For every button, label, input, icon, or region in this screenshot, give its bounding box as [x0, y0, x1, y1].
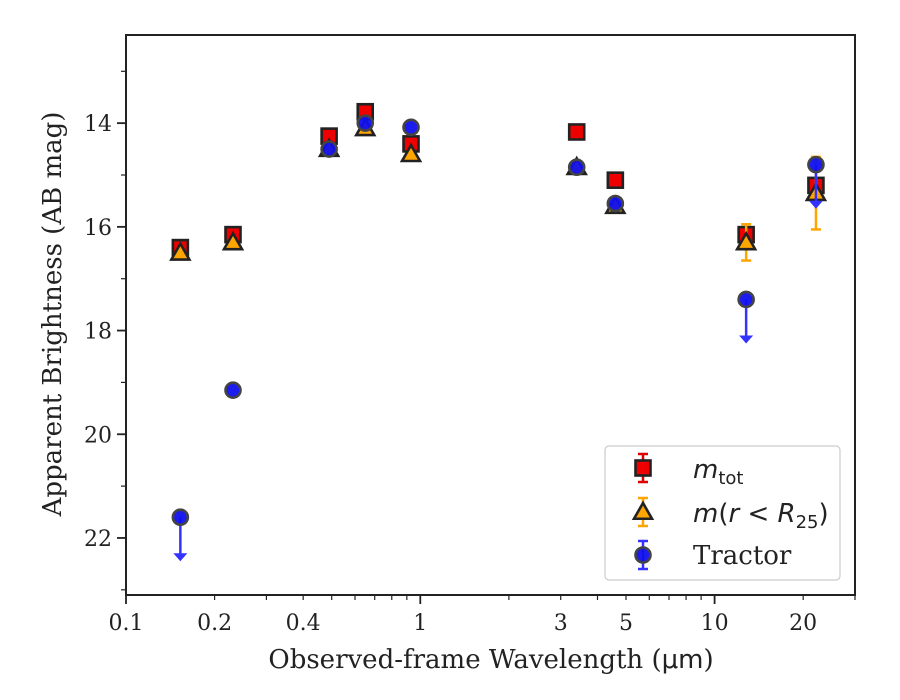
tractor-point	[606, 194, 625, 213]
tractor-point	[737, 290, 755, 309]
legend-label-mr25: m(r < R25)	[693, 499, 829, 533]
legend-marker-tractor	[634, 546, 652, 564]
y-tick-label: 18	[84, 320, 112, 345]
x-tick-label: 3	[554, 611, 568, 636]
x-tick-label: 1	[413, 611, 427, 636]
m_r25-point	[734, 230, 758, 251]
x-tick-label: 20	[789, 611, 817, 636]
legend-marker-m_tot	[634, 459, 652, 477]
m_r25-point	[221, 230, 245, 251]
x-axis-title: Observed-frame Wavelength (μm)	[268, 645, 713, 675]
legend-label-mtot: mtot	[693, 455, 743, 489]
x-axis-ticks: 0.1 0.2 0.4 1 3 5 10 20	[109, 595, 856, 636]
legend: mtot m(r < R25) Tractor	[604, 445, 841, 581]
plot-frame	[125, 34, 856, 596]
m_r25-point	[399, 142, 423, 163]
y-tick-label: 16	[84, 216, 112, 241]
x-axis-title-suffix: )	[703, 645, 713, 675]
legend-label-mr25-paren-close: )	[819, 499, 829, 529]
x-tick-label: 0.1	[109, 611, 144, 636]
legend-label-tractor: Tractor	[693, 541, 792, 571]
y-axis-title: Apparent Brightness (AB mag)	[38, 112, 68, 518]
legend-label-mr25-paren-open: (	[718, 499, 728, 529]
x-tick-label: 0.2	[197, 611, 232, 636]
data-marks	[169, 102, 828, 562]
x-tick-label: 5	[619, 611, 633, 636]
m_tot-point	[567, 123, 586, 141]
legend-marker-m_r25	[631, 500, 655, 521]
y-tick-label: 20	[84, 423, 112, 448]
m_r25-point	[169, 241, 192, 261]
x-tick-label: 10	[701, 611, 729, 636]
upper-limit-arrowhead	[808, 200, 823, 209]
tractor-point	[807, 155, 825, 174]
tractor-point	[224, 381, 242, 399]
legend-symbols	[631, 452, 655, 571]
upper-limit-arrowhead	[173, 553, 188, 562]
x-axis-title-prefix: Observed-frame Wavelength (	[268, 645, 661, 675]
legend-box	[604, 445, 841, 581]
tractor-point	[402, 118, 420, 137]
m_tot-point	[606, 171, 625, 189]
legend-label-mr25-r: r	[728, 499, 741, 529]
legend-label-mr25-lt: <	[739, 499, 777, 529]
legend-label-mtot-sub: tot	[718, 468, 743, 489]
legend-label-mr25-R: R	[778, 499, 796, 529]
tractor-point	[567, 158, 586, 177]
tractor-point	[356, 114, 375, 132]
y-axis-ticks: 14 16 18 20 22	[84, 70, 126, 591]
tractor-point	[320, 140, 338, 158]
legend-label-mr25-sub: 25	[796, 512, 819, 533]
tractor-point	[171, 508, 190, 527]
x-tick-label: 0.4	[286, 611, 321, 636]
series-tractor	[171, 114, 825, 562]
y-tick-label: 14	[84, 112, 112, 137]
legend-label-mr25-base: m	[693, 499, 718, 529]
legend-label-mtot-base: m	[693, 455, 718, 485]
y-tick-label: 22	[84, 527, 112, 552]
x-axis-title-unit: μm	[662, 645, 704, 675]
upper-limit-arrowhead	[739, 335, 754, 344]
